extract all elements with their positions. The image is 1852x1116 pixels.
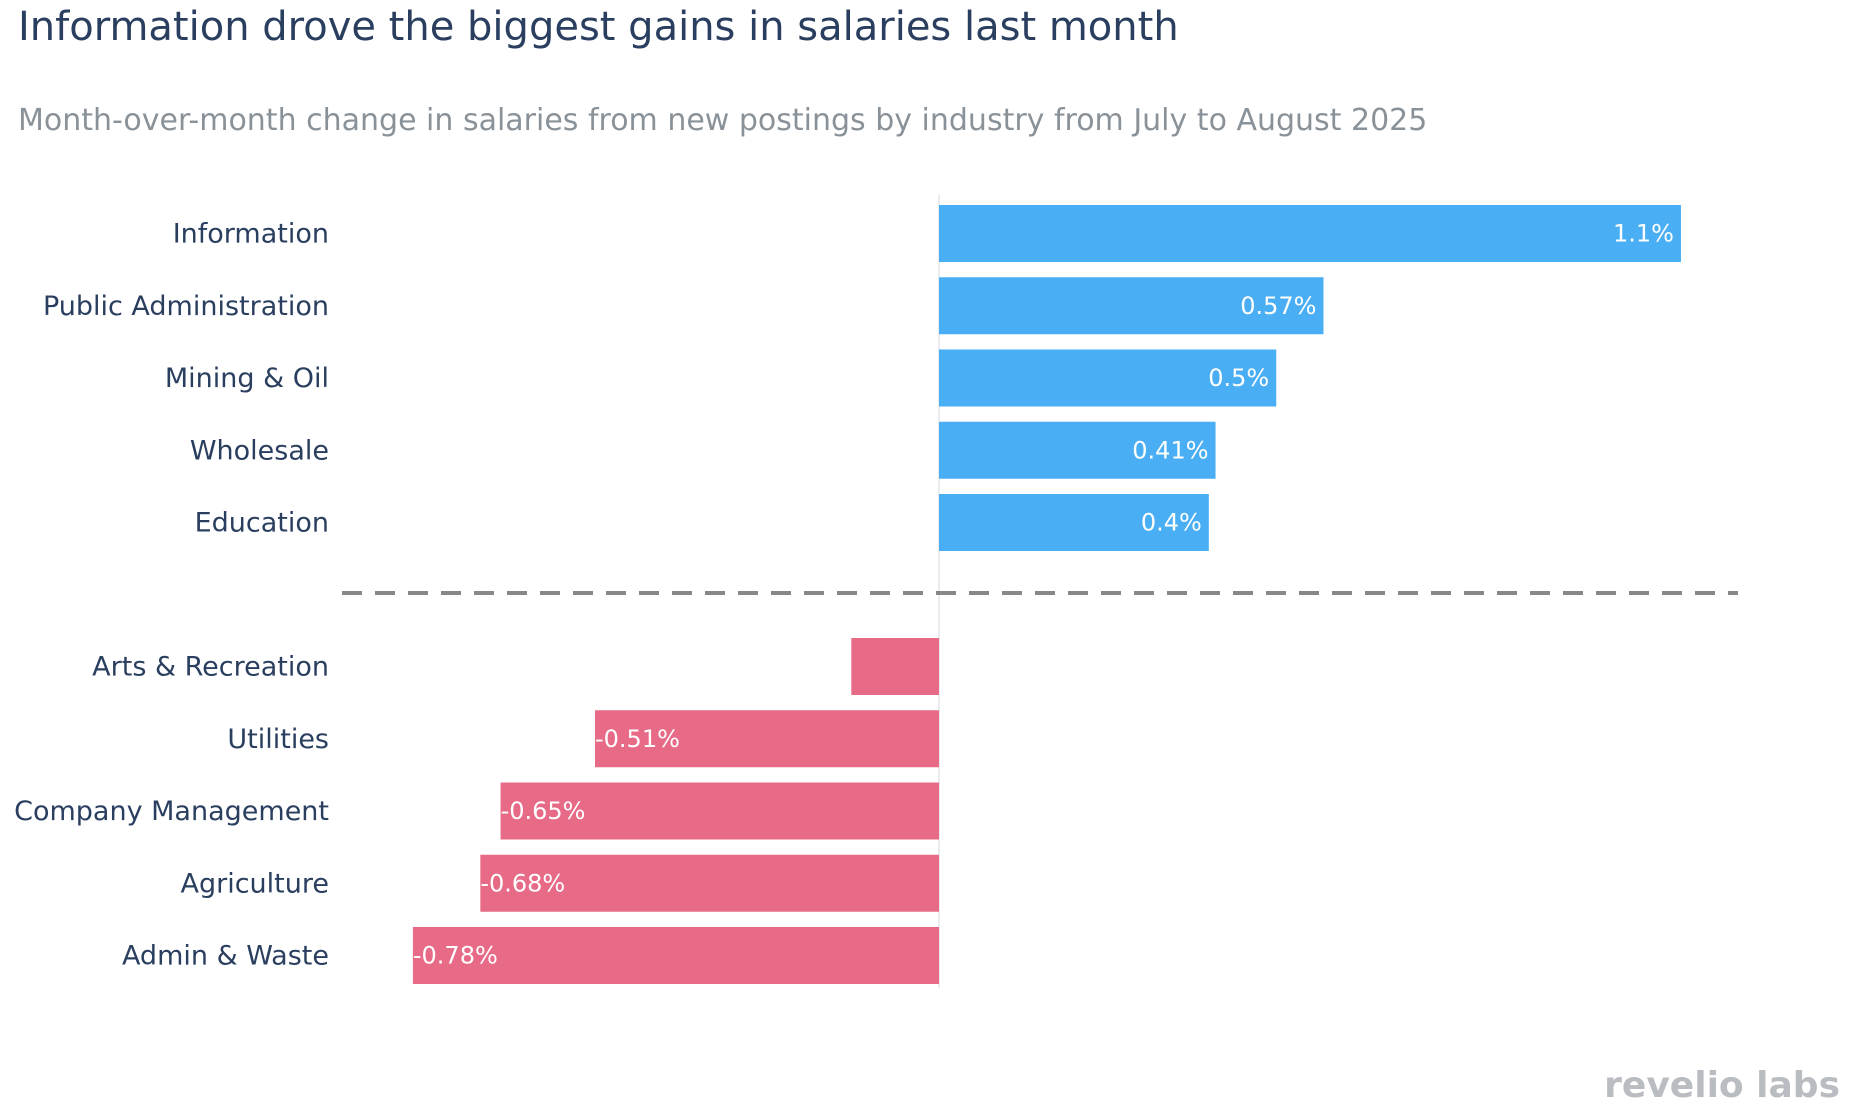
bar-value-label: 0.57% (1240, 292, 1316, 320)
bar-value-label: 0.5% (1208, 364, 1269, 392)
gainer-bar (939, 421, 1216, 479)
category-label: Public Administration (43, 291, 329, 322)
bar-value-label: -0.65% (501, 797, 586, 825)
bar-value-label: 0.4% (1141, 509, 1202, 537)
chart-title: Information drove the biggest gains in s… (18, 4, 1179, 50)
chart-subtitle: Month-over-month change in salaries from… (18, 103, 1427, 138)
gainer-bar (939, 205, 1681, 262)
category-label: Company Management (14, 796, 329, 827)
bar-value-label: -0.78% (413, 942, 498, 970)
category-label: Mining & Oil (165, 363, 329, 394)
category-label: Utilities (227, 724, 329, 755)
decliner-bar (595, 710, 939, 768)
category-label: Wholesale (190, 435, 329, 466)
decliner-bar (851, 638, 939, 695)
decliner-bar (480, 854, 939, 912)
bar-value-label: -0.51% (595, 725, 680, 753)
bar-value-label: 1.1% (1613, 220, 1674, 248)
category-label: Information (173, 219, 329, 250)
bar-value-label: -0.68% (480, 869, 565, 897)
decliner-bar (500, 782, 939, 840)
decliner-bar (412, 927, 939, 984)
plot-area: Information 1.1% Public Administration 0.57… (14, 195, 1738, 988)
category-label: Admin & Waste (122, 941, 329, 972)
revelio-labs-logo: revelio labs (1604, 1065, 1840, 1106)
gainer-bar (939, 494, 1209, 551)
bar-value-label: 0.41% (1132, 436, 1208, 464)
category-label: Arts & Recreation (92, 652, 329, 683)
category-label: Agriculture (181, 868, 330, 899)
category-label: Education (195, 508, 329, 539)
gainer-bar (939, 277, 1324, 335)
gainer-bar (939, 349, 1277, 407)
